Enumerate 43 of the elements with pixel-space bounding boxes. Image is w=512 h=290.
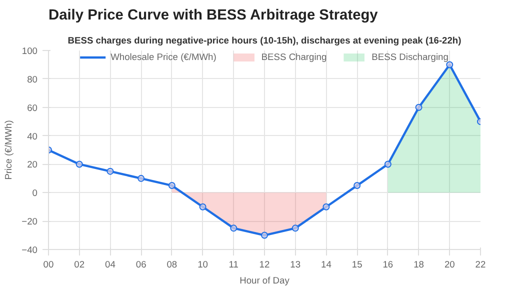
point [292,224,299,232]
x-tick-label: 18 [414,260,424,270]
x-tick-label: 11 [228,260,238,270]
point [415,104,422,111]
point [230,224,238,232]
legend-label: BESS Discharging [372,52,448,62]
point [168,182,176,190]
point [76,160,83,168]
x-tick-label: 04 [105,260,116,270]
x-tick-label: 12 [259,260,270,270]
y-tick-label: 40 [27,131,38,142]
x-tick-label: 22 [475,260,486,270]
point [106,168,114,175]
point [384,160,392,168]
x-tick-label: 15 [352,260,362,270]
x-tick-label: 20 [444,260,455,270]
x-tick-label: 00 [43,260,54,270]
point [446,61,454,68]
x-axis-title: Hour of Day [240,276,290,286]
chart-subtitle: BESS charges during negative-price hours (10-15h), discharges at evening peak (16-22h) [68,36,462,46]
point [138,174,145,182]
legend-label: BESS Charging [261,52,327,62]
x-tick-label: 10 [198,260,208,270]
point [199,203,206,210]
y-tick-label: 100 [22,46,38,56]
x-tick-label: 14 [321,260,332,270]
point [261,232,268,239]
y-tick-label: −20 [22,216,38,227]
y-tick-label: 60 [27,102,38,113]
x-tick-label: 13 [290,260,301,270]
point [322,203,330,210]
x-tick-label: 06 [136,260,146,270]
y-tick-label: −40 [22,245,38,255]
chart-title: Daily Price Curve with BESS Arbitrage Strategy [48,8,379,24]
point [354,182,361,190]
y-tick-label: 0 [32,188,38,198]
y-axis-title: Price (€/MWh) [4,120,14,180]
y-tick-label: 20 [27,160,38,170]
x-tick-label: 08 [166,260,178,270]
y-tick-label: 80 [27,74,38,84]
x-tick-label: 16 [382,260,394,270]
x-tick-label: 02 [74,260,85,270]
legend-label: Wholesale Price (€/MWh) [110,52,216,62]
